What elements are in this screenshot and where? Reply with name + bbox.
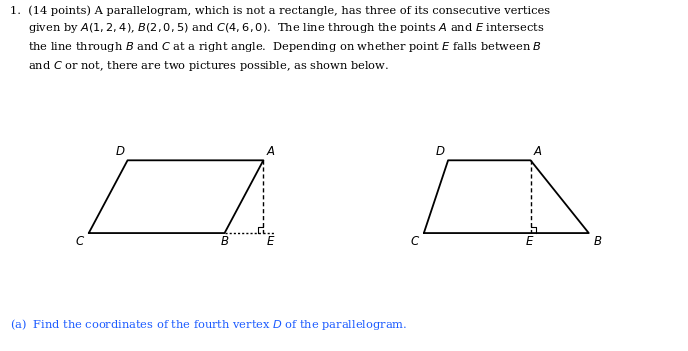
Text: $A$: $A$ [533,145,543,158]
Text: $D$: $D$ [115,145,125,158]
Text: 1.  (14 points) A parallelogram, which is not a rectangle, has three of its cons: 1. (14 points) A parallelogram, which is… [10,5,550,73]
Text: $D$: $D$ [436,145,446,158]
Text: $B$: $B$ [592,235,602,248]
Text: (a)  Find the coordinates of the fourth vertex $D$ of the parallelogram.: (a) Find the coordinates of the fourth v… [10,317,408,332]
Text: $E$: $E$ [525,235,535,248]
Text: $C$: $C$ [410,235,420,248]
Text: $A$: $A$ [266,145,276,158]
Text: $C$: $C$ [75,235,85,248]
Text: $E$: $E$ [266,235,275,248]
Text: $B$: $B$ [220,235,229,248]
